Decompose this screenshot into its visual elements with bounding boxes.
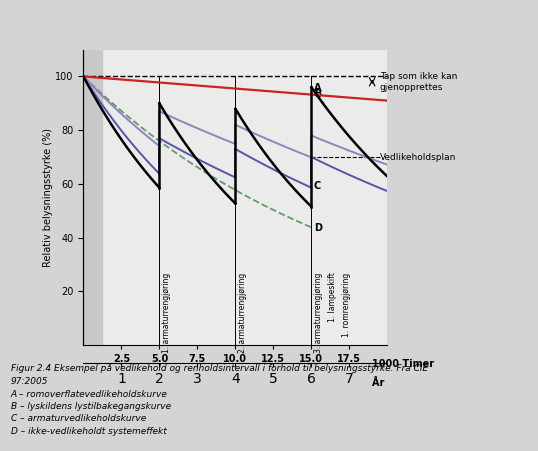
Text: Vedlikeholdsplan: Vedlikeholdsplan [380,152,456,161]
Text: C – armaturvedlikeholdskurve: C – armaturvedlikeholdskurve [11,414,146,423]
Text: 1. romrengjøring: 1. romrengjøring [342,272,351,337]
Bar [83,50,102,345]
Text: B: B [314,89,321,99]
Y-axis label: Relativ belysningsstyrke (%): Relativ belysningsstyrke (%) [43,128,53,267]
Text: C: C [314,181,321,191]
Text: A – romoverflatevedlikeholdskurve: A – romoverflatevedlikeholdskurve [11,390,168,399]
Text: B – lyskildens lystilbakegangskurve: B – lyskildens lystilbakegangskurve [11,402,171,411]
Text: A: A [314,83,321,92]
Text: 2. armaturrengjøring: 2. armaturrengjøring [238,272,247,353]
Text: År: År [372,377,385,388]
Text: 1. armaturrengjøring: 1. armaturrengjøring [162,272,172,353]
Text: Tap som ikke kan
gjenopprettes: Tap som ikke kan gjenopprettes [380,72,457,92]
Text: 1000 Timer: 1000 Timer [372,359,434,369]
Text: 3. armaturrengjøring: 3. armaturrengjøring [314,272,323,353]
Text: D – ikke-vedlikeholdt systemeffekt: D – ikke-vedlikeholdt systemeffekt [11,427,166,436]
Text: D: D [314,223,322,233]
Text: Figur 2.4 Eksempel på vedlikehold og renholdsintervall i forhold til belysningss: Figur 2.4 Eksempel på vedlikehold og ren… [11,363,428,373]
Text: 1. lampeskift: 1. lampeskift [328,272,337,322]
Text: 97:2005: 97:2005 [11,377,48,386]
